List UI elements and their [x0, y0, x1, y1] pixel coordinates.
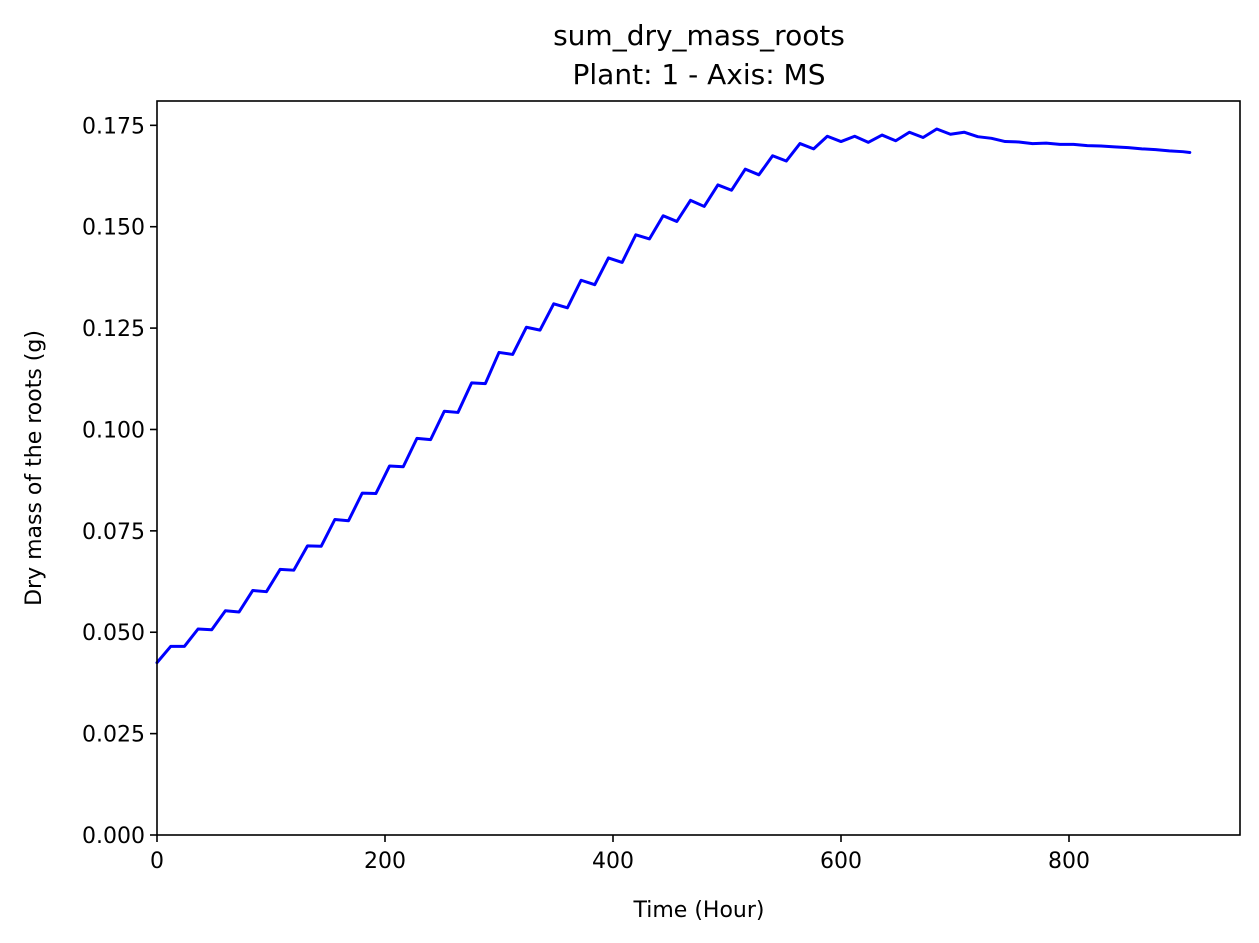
plot-area: 0 200 400 600 800 0.000 0.025 0.050 0.075 0.100 0.…: [82, 100, 1241, 874]
x-tick-label: 600: [820, 849, 862, 874]
x-tick-label: 400: [592, 849, 634, 874]
y-tick-label: 0.125: [82, 317, 145, 342]
x-axis-label: Time (Hour): [633, 898, 765, 923]
x-tick-label: 200: [364, 849, 406, 874]
axes-frame: [156, 100, 1241, 836]
y-tick-label: 0.075: [82, 520, 145, 545]
y-tick-label: 0.050: [82, 621, 145, 646]
y-axis-label: Dry mass of the roots (g): [22, 330, 47, 606]
y-tick-label: 0.150: [82, 216, 145, 241]
y-tick-label: 0.100: [82, 418, 145, 443]
chart-subtitle: Plant: 1 - Axis: MS: [573, 58, 826, 91]
x-tick-label: 0: [150, 849, 164, 874]
x-tick-label: 800: [1048, 849, 1090, 874]
y-tick-label: 0.175: [82, 114, 145, 139]
series-line-0: [155, 127, 1192, 665]
chart-title: sum_dry_mass_roots: [553, 19, 845, 52]
y-tick-label: 0.000: [82, 824, 145, 849]
y-tick-label: 0.025: [82, 723, 145, 748]
